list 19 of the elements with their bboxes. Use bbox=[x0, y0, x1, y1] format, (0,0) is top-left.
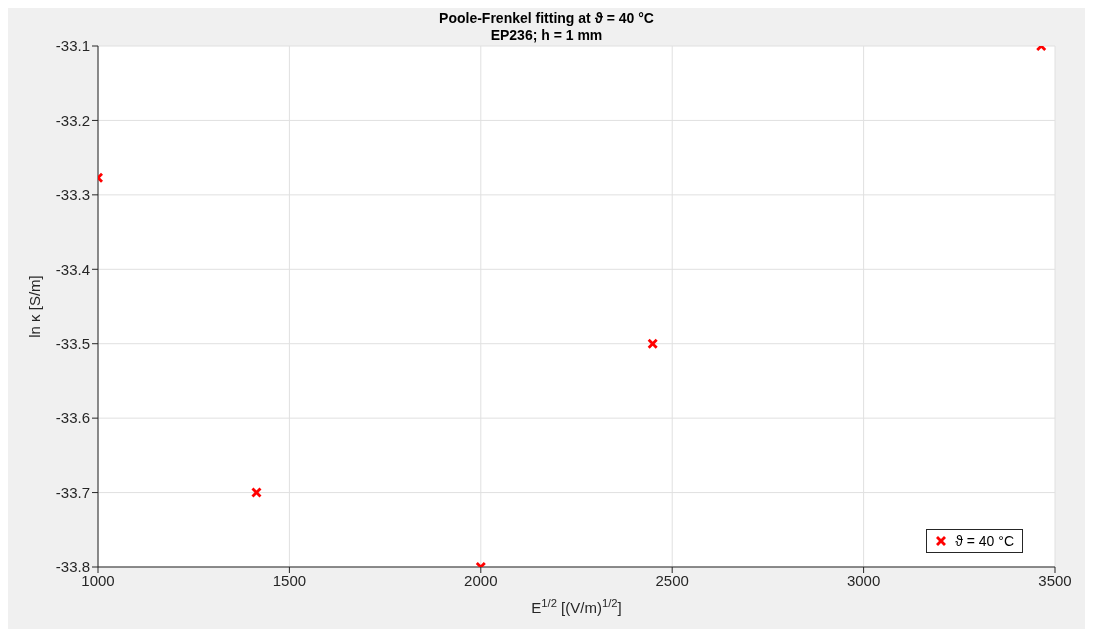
y-tick-label: -33.5 bbox=[55, 335, 90, 353]
x-tick-label: 2000 bbox=[464, 571, 498, 589]
y-axis-title: ln κ [S/m] bbox=[26, 275, 43, 338]
legend-label: ϑ = 40 °C bbox=[955, 533, 1014, 549]
x-axis-title: E$^{1/2}$ [(V/m)$^{1/2}$] bbox=[531, 597, 622, 616]
x-tick-label: 3000 bbox=[846, 571, 881, 589]
chart-title: Poole-Frenkel fitting at ϑ = 40 °C bbox=[438, 10, 655, 27]
y-tick-label: -33.7 bbox=[55, 483, 90, 501]
y-tick-label: -33.4 bbox=[55, 260, 90, 278]
point bbox=[251, 487, 262, 498]
y-tick-label: -33.2 bbox=[55, 111, 90, 129]
y-tick-label: -33.6 bbox=[55, 409, 90, 427]
y-tick-label: -33.1 bbox=[55, 37, 90, 55]
chart-subtitle: EP236; h = 1 mm bbox=[490, 27, 603, 43]
x-tick-label: 2500 bbox=[655, 571, 689, 589]
y-tick-label: -33.3 bbox=[55, 186, 90, 204]
point bbox=[647, 338, 658, 349]
x-tick-label: 3500 bbox=[1038, 571, 1072, 589]
x-tick-label: 1500 bbox=[272, 571, 307, 589]
